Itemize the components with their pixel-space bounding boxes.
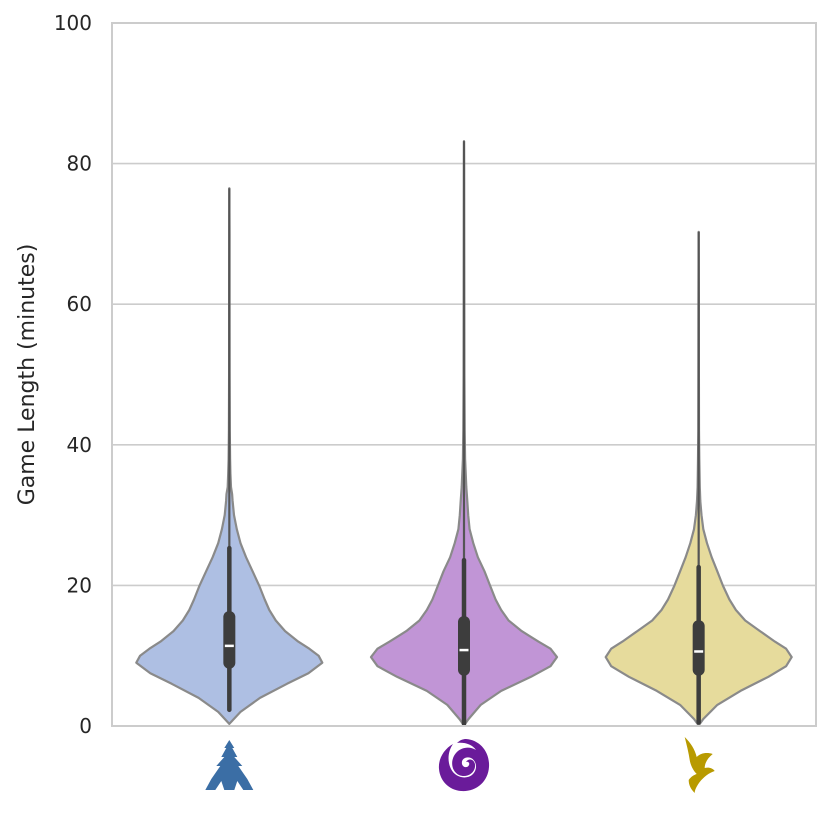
x-category-icons bbox=[205, 737, 715, 793]
zerg-icon bbox=[438, 739, 490, 792]
y-tick-label: 20 bbox=[67, 573, 92, 597]
y-tick-label: 40 bbox=[67, 433, 92, 457]
y-tick-label: 0 bbox=[79, 714, 92, 738]
y-tick-label: 80 bbox=[67, 152, 92, 176]
protoss-icon bbox=[684, 737, 715, 793]
y-tick-label: 60 bbox=[67, 292, 92, 316]
y-tick-label: 100 bbox=[54, 11, 92, 35]
y-axis-title: Game Length (minutes) bbox=[15, 244, 40, 506]
violin-protoss bbox=[604, 230, 793, 727]
y-tick-labels: 0 20 40 60 80 100 bbox=[54, 11, 92, 738]
violin-terran bbox=[135, 187, 324, 725]
violins bbox=[135, 140, 793, 727]
plot-frame bbox=[111, 22, 817, 727]
violin-zerg bbox=[369, 140, 559, 727]
terran-icon bbox=[205, 740, 254, 790]
